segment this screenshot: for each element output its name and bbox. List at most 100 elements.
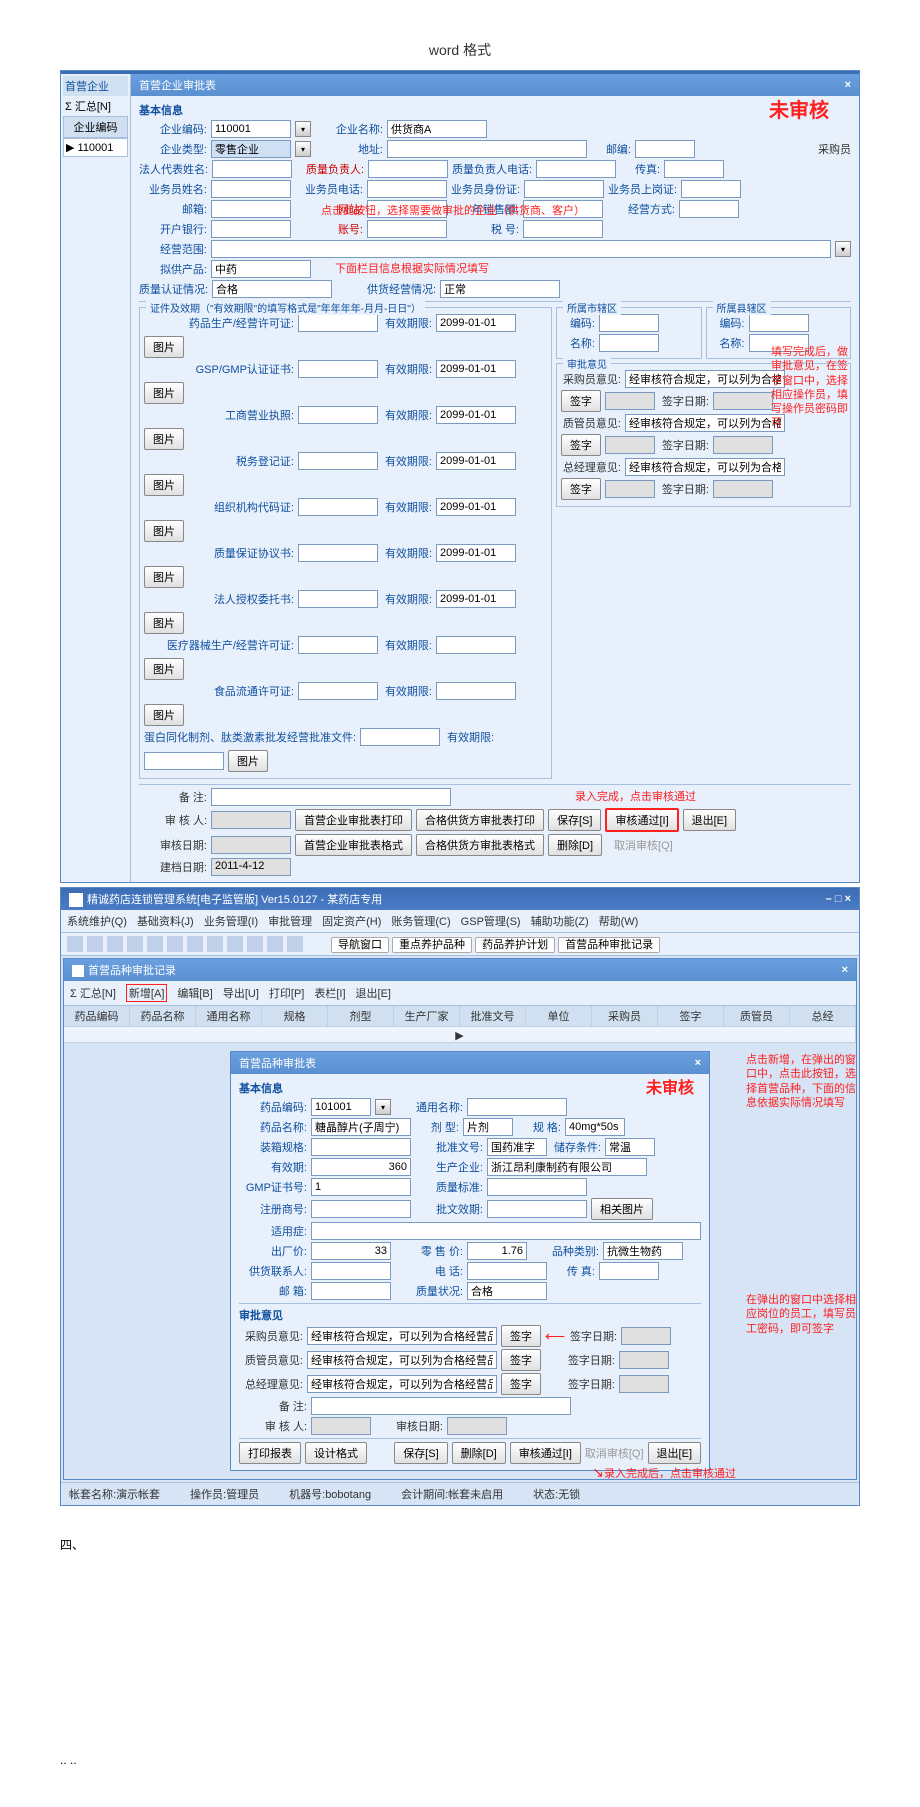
tb-icon[interactable] — [187, 936, 203, 952]
menu-item[interactable]: 辅助功能(Z) — [531, 913, 589, 929]
cert-field[interactable] — [298, 406, 378, 424]
tb-icon[interactable] — [127, 936, 143, 952]
grid-col-header[interactable]: 质管员 — [724, 1006, 790, 1026]
nav-button[interactable]: 首营品种审批记录 — [558, 937, 660, 953]
tab-enterprise[interactable]: 首营企业 — [63, 76, 128, 96]
cert-date[interactable] — [436, 314, 516, 332]
cert-date[interactable] — [436, 452, 516, 470]
nav-button[interactable]: 导航窗口 — [331, 937, 389, 953]
tb-icon[interactable] — [287, 936, 303, 952]
cert-pic-btn[interactable]: 图片 — [144, 520, 184, 542]
nav-button[interactable]: 重点养护品种 — [392, 937, 472, 953]
field-remark[interactable] — [211, 788, 451, 806]
cert-pic-btn[interactable]: 图片 — [144, 612, 184, 634]
sign-btn-cgy[interactable]: 签字 — [561, 390, 601, 412]
grid-col-header[interactable]: 单位 — [526, 1006, 592, 1026]
field-yx2[interactable] — [311, 1282, 391, 1300]
field-pop-zgy[interactable] — [307, 1351, 497, 1369]
field-zlbz[interactable] — [487, 1178, 587, 1196]
menu-item[interactable]: GSP管理(S) — [461, 913, 521, 929]
field-dh[interactable] — [467, 1262, 547, 1280]
menu-item[interactable]: 业务管理(I) — [204, 913, 258, 929]
field-op-zgy[interactable] — [625, 414, 785, 432]
field-ywy-sfz[interactable] — [524, 180, 604, 198]
cert-pic-btn[interactable]: 图片 — [144, 474, 184, 496]
toolbar-button[interactable]: 新增[A] — [126, 984, 167, 1002]
btn-fmt-ent[interactable]: 首营企业审批表格式 — [295, 834, 412, 856]
sign-btn-zjl[interactable]: 签字 — [561, 478, 601, 500]
menu-item[interactable]: 系统维护(Q) — [67, 913, 127, 929]
popup-sign-zgy[interactable]: 签字 — [501, 1349, 541, 1371]
select-drug-btn[interactable]: ▾ — [375, 1099, 391, 1115]
btn-delete[interactable]: 删除[D] — [548, 834, 602, 856]
field-cjj[interactable] — [311, 1242, 391, 1260]
field-zh[interactable] — [367, 220, 447, 238]
field-frdb[interactable] — [212, 160, 292, 178]
field-yb[interactable] — [635, 140, 695, 158]
popup-btn-print[interactable]: 打印报表 — [239, 1442, 301, 1464]
popup-btn-exit[interactable]: 退出[E] — [648, 1442, 701, 1464]
cert-date[interactable] — [436, 498, 516, 516]
field-wz[interactable] — [367, 200, 447, 218]
cert-field[interactable] — [298, 452, 378, 470]
min-icon[interactable]: – — [826, 893, 832, 905]
cert-field[interactable] — [298, 590, 378, 608]
btn-print-ent[interactable]: 首营企业审批表打印 — [295, 809, 412, 831]
tb-icon[interactable] — [167, 936, 183, 952]
menu-item[interactable]: 帮助(W) — [599, 913, 639, 929]
field-lsj[interactable] — [467, 1242, 527, 1260]
tb-icon[interactable] — [267, 936, 283, 952]
toolbar-button[interactable]: 退出[E] — [356, 985, 391, 1001]
field-jyfs[interactable] — [679, 200, 739, 218]
field-cz2[interactable] — [599, 1262, 659, 1280]
cert-pic-btn[interactable]: 图片 — [144, 704, 184, 726]
btn-fmt-supplier[interactable]: 合格供货方审批表格式 — [416, 834, 544, 856]
field-syz[interactable] — [311, 1222, 701, 1240]
cert-pic-btn[interactable]: 图片 — [228, 750, 268, 772]
cert-date[interactable] — [144, 752, 224, 770]
menu-item[interactable]: 固定资产(H) — [322, 913, 381, 929]
field-ywy-tel[interactable] — [367, 180, 447, 198]
grid-col-header[interactable]: 总经 — [790, 1006, 856, 1026]
field-yxq[interactable] — [311, 1158, 411, 1176]
field-jyfw[interactable] — [211, 240, 831, 258]
field-ypbm[interactable] — [311, 1098, 371, 1116]
field-pop-bz[interactable] — [311, 1397, 571, 1415]
tb-icon[interactable] — [67, 936, 83, 952]
grid-col-header[interactable]: 药品名称 — [130, 1006, 196, 1026]
field-cz[interactable] — [664, 160, 724, 178]
toolbar-button[interactable]: 导出[U] — [223, 985, 259, 1001]
cert-date[interactable] — [436, 406, 516, 424]
field-ghlxr[interactable] — [311, 1262, 391, 1280]
cert-field[interactable] — [298, 498, 378, 516]
field-pop-zjl[interactable] — [307, 1375, 497, 1393]
field-qylx[interactable] — [211, 140, 291, 158]
btn-pass[interactable]: 审核通过[I] — [605, 808, 678, 832]
grid-col-header[interactable]: 生产厂家 — [394, 1006, 460, 1026]
cert-field[interactable] — [298, 682, 378, 700]
cert-field[interactable] — [298, 544, 378, 562]
field-zcsb[interactable] — [311, 1200, 411, 1218]
close-icon[interactable]: × — [845, 79, 851, 91]
cert-date[interactable] — [436, 590, 516, 608]
field-zlrz[interactable] — [212, 280, 332, 298]
btn-save[interactable]: 保存[S] — [548, 809, 601, 831]
cert-date[interactable] — [436, 360, 516, 378]
field-ngcp[interactable] — [211, 260, 311, 278]
field-ywy[interactable] — [211, 180, 291, 198]
cert-field[interactable] — [360, 728, 440, 746]
grid-col-header[interactable]: 剂型 — [328, 1006, 394, 1026]
field-county-mc[interactable] — [749, 334, 809, 352]
field-zxgg[interactable] — [311, 1138, 411, 1156]
field-sh[interactable] — [523, 220, 603, 238]
field-city-bm[interactable] — [599, 314, 659, 332]
grid-col-header[interactable]: 药品编码 — [64, 1006, 130, 1026]
field-qymc[interactable] — [387, 120, 487, 138]
tb-icon[interactable] — [247, 936, 263, 952]
grid-col-header[interactable]: 通用名称 — [196, 1006, 262, 1026]
field-dz[interactable] — [387, 140, 587, 158]
cert-pic-btn[interactable]: 图片 — [144, 382, 184, 404]
field-pzwh[interactable] — [487, 1138, 547, 1156]
toolbar-button[interactable]: 表栏[I] — [314, 985, 345, 1001]
field-zlfzr-tel[interactable] — [536, 160, 616, 178]
